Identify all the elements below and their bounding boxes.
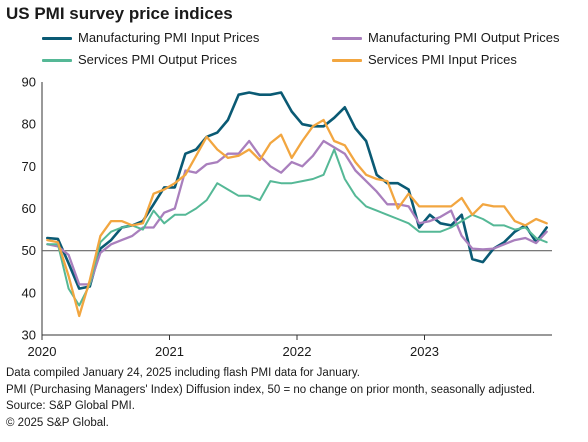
y-tick-label: 30 (22, 328, 36, 343)
legend-label: Services PMI Input Prices (368, 52, 517, 67)
series-line-3 (46, 118, 548, 318)
footnote-copyright: © 2025 S&P Global. (6, 416, 109, 429)
legend-swatch (42, 59, 72, 62)
footnotes: Data compiled January 24, 2025 including… (6, 365, 535, 431)
y-tick-label: 80 (22, 117, 36, 132)
legend: Manufacturing PMI Input Prices Manufactu… (0, 28, 588, 72)
x-tick-label: 2020 (28, 344, 57, 359)
series-line-2 (46, 148, 548, 307)
series-line-0 (45, 91, 549, 290)
legend-label: Services PMI Output Prices (78, 52, 237, 67)
y-tick-label: 90 (22, 75, 36, 90)
legend-label: Manufacturing PMI Input Prices (78, 30, 260, 45)
x-tick-label: 2023 (410, 344, 439, 359)
chart-title: US PMI survey price indices (6, 4, 233, 23)
footnote-definition: PMI (Purchasing Managers' Index) Diffusi… (6, 383, 536, 396)
y-tick-label: 40 (22, 285, 36, 300)
y-tick-label: 70 (22, 159, 36, 174)
legend-swatch (42, 37, 72, 40)
y-tick-label: 50 (22, 243, 36, 258)
footnote-source: Source: S&P Global PMI. (6, 400, 135, 412)
y-tick-label: 60 (22, 201, 36, 216)
legend-swatch (332, 37, 362, 40)
legend-label: Manufacturing PMI Output Prices (368, 30, 560, 45)
x-tick-label: 2021 (155, 344, 184, 359)
footnote-compiled: Data compiled January 24, 2025 including… (6, 367, 360, 379)
x-tick-label: 2022 (283, 344, 312, 359)
series-line-1 (46, 139, 548, 286)
legend-swatch (332, 59, 362, 62)
